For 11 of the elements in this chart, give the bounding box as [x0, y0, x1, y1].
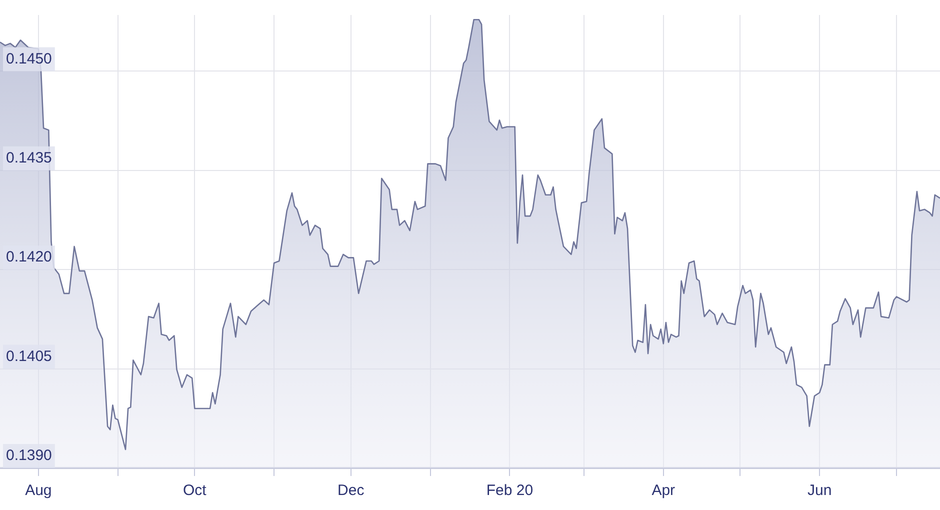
y-tick-label: 0.1435	[6, 150, 52, 167]
y-tick-label: 0.1405	[6, 348, 52, 365]
x-tick-label: Aug	[25, 482, 52, 500]
x-tick-label: Oct	[182, 482, 208, 500]
y-tick-label: 0.1390	[6, 447, 52, 464]
x-tick-label: Apr	[652, 482, 676, 500]
y-tick-label: 0.1450	[6, 50, 52, 68]
x-tick-label: Dec	[338, 482, 365, 500]
x-tick-label: Feb 20	[486, 482, 534, 500]
y-tick-label: 0.1420	[6, 248, 52, 266]
x-tick-label: Jun	[808, 482, 832, 500]
